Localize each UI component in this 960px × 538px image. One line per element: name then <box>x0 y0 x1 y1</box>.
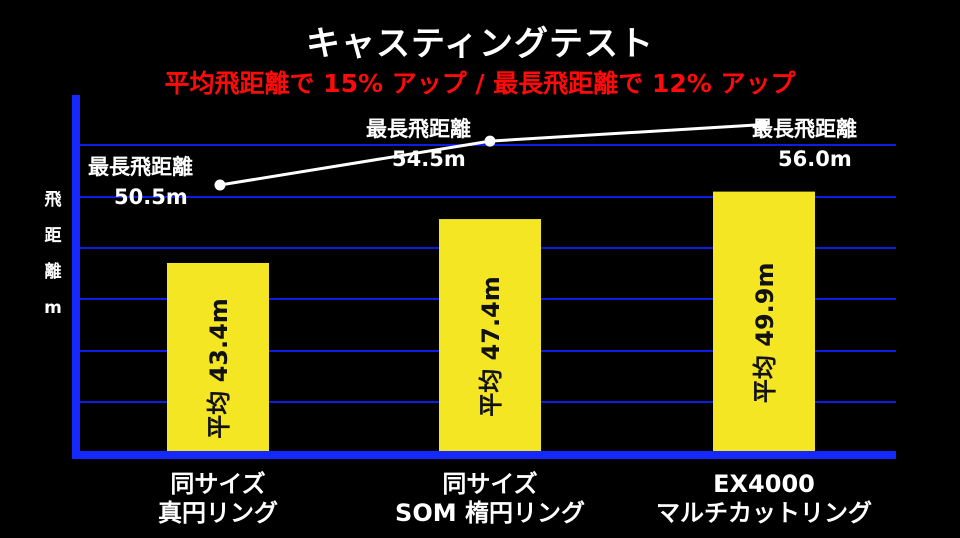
max-distance-point-2 <box>484 135 496 147</box>
bar-label-3: 平均 49.9m <box>751 263 779 404</box>
x-tick-label-2-line-1: 同サイズ <box>442 470 538 498</box>
x-tick-label-1: 同サイズ 真円リング <box>88 470 348 528</box>
chart-subtitle: 平均飛距離で 15% アップ / 最長飛距離で 12% アップ <box>164 69 796 98</box>
max-distance-label-3-title: 最長飛距離 <box>752 117 857 141</box>
y-axis-label: 飛 距 離 m <box>40 182 66 326</box>
max-distance-label-1: 最長飛距離 50.5m <box>88 152 193 212</box>
y-axis-label-unit: m <box>44 298 62 318</box>
max-distance-label-2-value: 54.5m <box>392 147 466 171</box>
y-axis-label-char-1: 飛 <box>44 190 62 210</box>
max-distance-label-3-value: 56.0m <box>778 147 852 171</box>
x-tick-label-2: 同サイズ SOM 楕円リング <box>360 470 620 528</box>
max-distance-label-1-title: 最長飛距離 <box>88 155 193 179</box>
max-distance-line <box>219 123 763 187</box>
x-tick-label-2-line-2: SOM 楕円リング <box>395 499 585 527</box>
bar-2 <box>439 219 541 454</box>
x-tick-label-3-line-2: マルチカットリング <box>656 499 872 527</box>
max-distance-label-1-value: 50.5m <box>114 185 188 209</box>
bar-3 <box>713 191 815 454</box>
max-distance-label-3: 最長飛距離 56.0m <box>752 114 857 174</box>
max-distance-point-1 <box>214 179 226 191</box>
bar-label-2: 平均 47.4m <box>477 276 505 417</box>
x-tick-label-1-line-2: 真円リング <box>158 499 278 527</box>
chart-title: キャスティングテスト <box>306 24 654 64</box>
y-axis-label-char-3: 離 <box>44 262 62 282</box>
x-tick-label-3-line-1: EX4000 <box>713 470 815 498</box>
x-tick-label-3: EX4000 マルチカットリング <box>634 470 894 528</box>
max-distance-point-3 <box>756 119 768 131</box>
x-tick-label-1-line-1: 同サイズ <box>170 470 266 498</box>
bar-1 <box>167 262 269 454</box>
max-distance-label-2: 最長飛距離 54.5m <box>366 114 471 174</box>
y-axis-label-char-2: 距 <box>44 226 62 246</box>
bar-label-1: 平均 43.4m <box>205 298 233 439</box>
max-distance-label-2-title: 最長飛距離 <box>366 117 471 141</box>
